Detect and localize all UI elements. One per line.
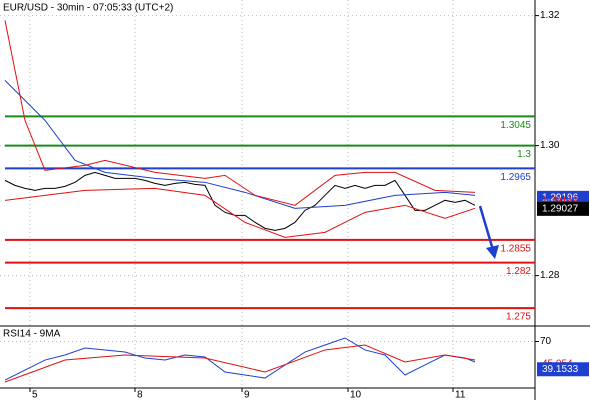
series-line (4, 79, 476, 209)
series-line (4, 20, 476, 206)
y-tick-label: 1.30 (540, 140, 560, 151)
x-tick-label: 5 (32, 390, 38, 400)
level-label: 1.2965 (500, 172, 531, 183)
level-label: 1.275 (506, 312, 531, 323)
y-tick-label: 70 (540, 336, 552, 347)
price-label: 39.1533 (542, 364, 579, 375)
level-label: 1.3 (517, 149, 531, 160)
series-line (4, 171, 476, 231)
series-line (4, 337, 476, 381)
y-tick-label: 1.28 (540, 270, 560, 281)
price-label: 1.29196 (542, 193, 579, 204)
forecast-arrow (478, 205, 499, 259)
x-tick-label: 10 (350, 390, 362, 400)
price-box (537, 362, 589, 377)
x-tick-label: 11 (455, 390, 466, 400)
price-label: 1.29149 (542, 196, 579, 207)
rsi-title: RSI14 - 9MA (3, 329, 61, 340)
price-label: 1.29027 (542, 203, 579, 214)
y-tick-label: 1.32 (540, 10, 560, 21)
x-tick-label: 9 (244, 390, 250, 400)
series-line (4, 344, 476, 383)
level-label: 1.3045 (500, 120, 531, 131)
level-label: 1.282 (506, 266, 531, 277)
price-box (537, 201, 589, 216)
chart-title: EUR/USD - 30min - 07:05:33 (UTC+2) (3, 3, 173, 14)
series-line (4, 187, 476, 238)
price-box (537, 190, 589, 205)
x-tick-label: 8 (137, 390, 143, 400)
level-label: 1.2855 (500, 243, 531, 254)
